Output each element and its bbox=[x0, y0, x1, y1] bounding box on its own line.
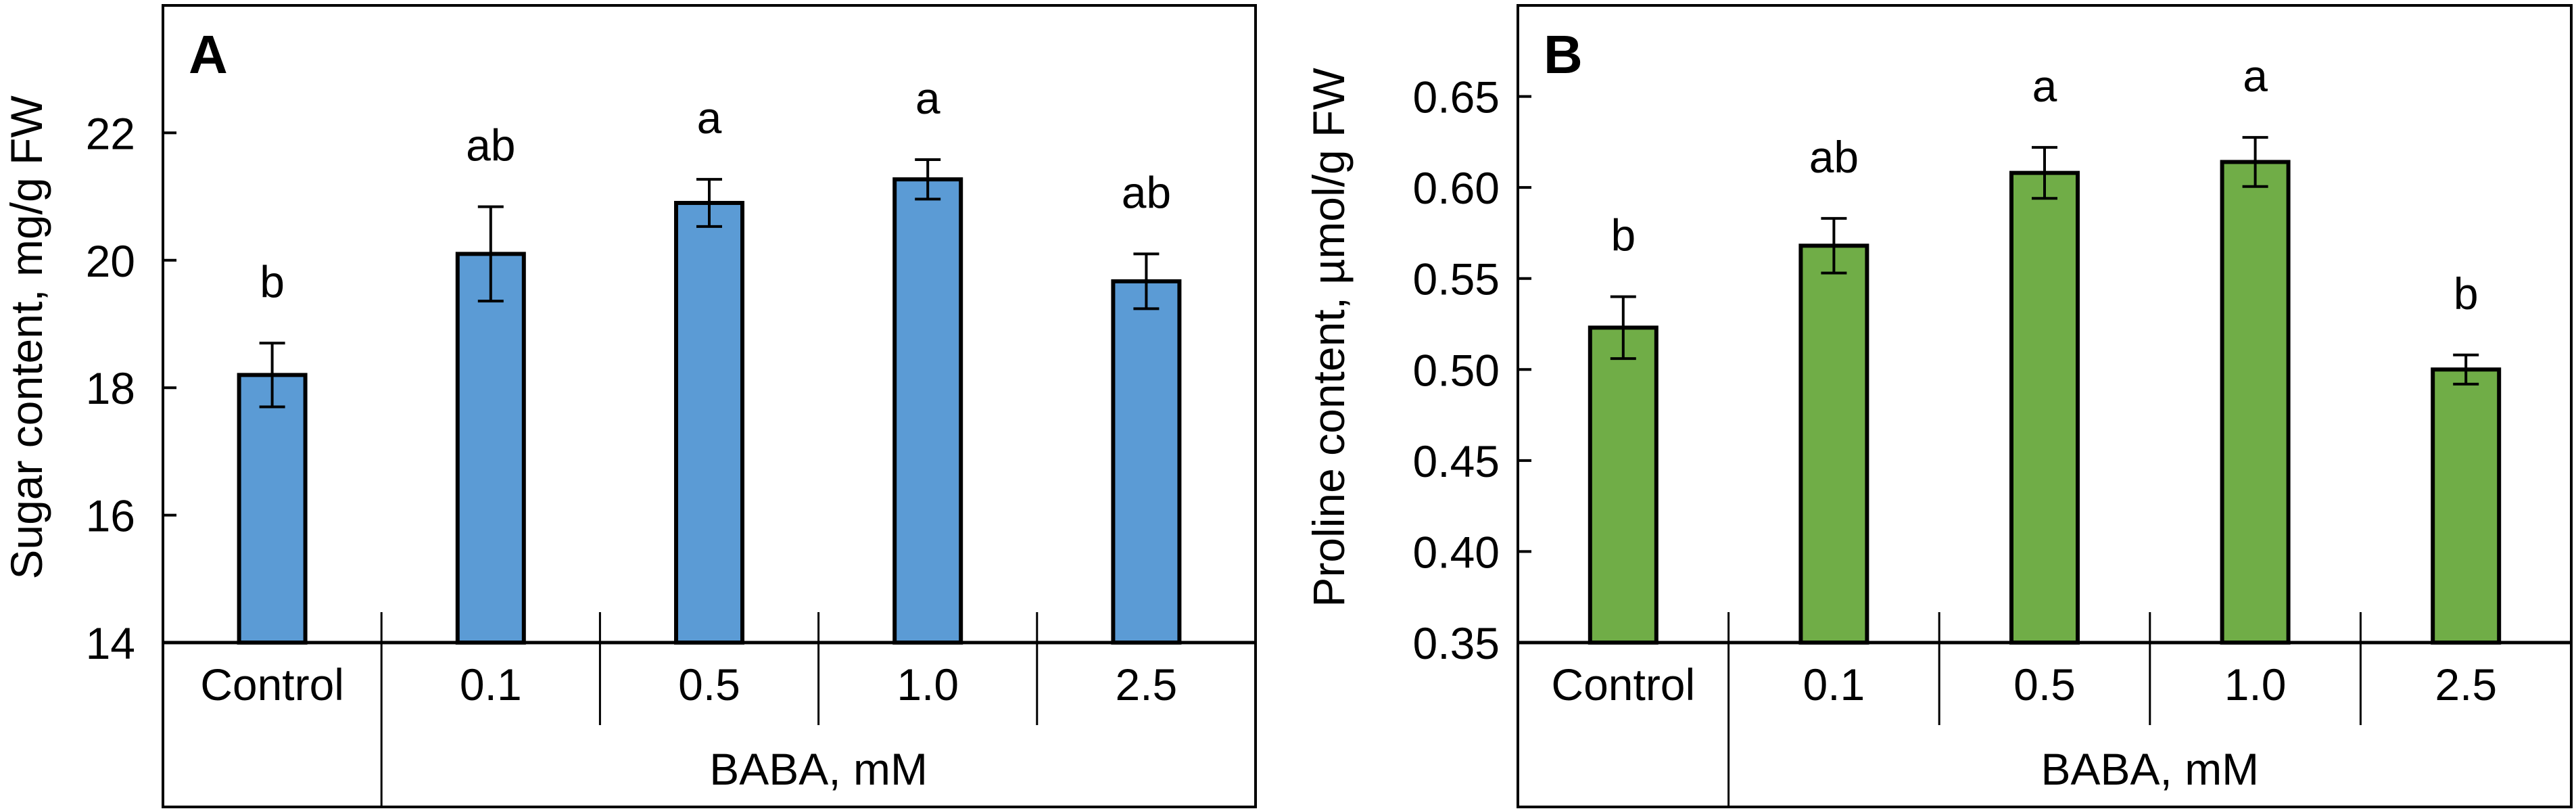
panel-a: 14 16 18 20 22 Sugar content, mg/g FW A Control… bbox=[1, 4, 1257, 808]
significance-label: a bbox=[697, 93, 722, 143]
x-tick-label: 0.1 bbox=[460, 659, 522, 710]
y-tick-label: 0.50 bbox=[1413, 345, 1500, 395]
bar bbox=[1111, 279, 1182, 645]
x-tick-label: 0.5 bbox=[678, 659, 740, 710]
x-tick-label: 1.0 bbox=[2224, 659, 2287, 710]
y-tick-label: 0.60 bbox=[1413, 163, 1500, 213]
significance-label: a bbox=[2032, 61, 2057, 111]
x-tick-label: 1.0 bbox=[897, 659, 959, 710]
plot-frame bbox=[1517, 4, 2573, 808]
x-tick-label: 2.5 bbox=[1116, 659, 1178, 710]
x-tick-label: Control bbox=[200, 659, 344, 710]
y-tick-label: 0.40 bbox=[1413, 527, 1500, 577]
bar bbox=[2220, 160, 2291, 645]
bar bbox=[2009, 170, 2080, 645]
y-tick-label: 0.45 bbox=[1413, 436, 1500, 486]
y-tick-label: 0.55 bbox=[1413, 254, 1500, 304]
significance-label: ab bbox=[1122, 167, 1171, 217]
x-tick-label: 0.1 bbox=[1803, 659, 1865, 710]
significance-label: ab bbox=[466, 120, 515, 170]
significance-label: b bbox=[2454, 269, 2479, 319]
y-tick-label: 22 bbox=[86, 108, 135, 158]
x-tick-label: 2.5 bbox=[2435, 659, 2497, 710]
y-tick-label: 0.65 bbox=[1413, 72, 1500, 122]
y-tick-label: 16 bbox=[86, 491, 135, 541]
bar bbox=[2431, 367, 2502, 645]
bar bbox=[1798, 244, 1869, 645]
bar bbox=[1588, 325, 1659, 645]
y-tick-label: 0.35 bbox=[1413, 618, 1500, 668]
significance-label: b bbox=[260, 256, 285, 306]
x-group-label: BABA, mM bbox=[709, 744, 928, 794]
y-axis-title: Proline content, µmol/g FW bbox=[1304, 68, 1354, 607]
bar bbox=[455, 252, 526, 645]
bar bbox=[674, 201, 744, 645]
significance-label: a bbox=[2243, 51, 2268, 101]
y-axis-title: Sugar content, mg/g FW bbox=[1, 95, 51, 580]
significance-label: b bbox=[1611, 210, 1636, 260]
panel-label: B bbox=[1544, 24, 1583, 85]
x-tick-label: 0.5 bbox=[2013, 659, 2076, 710]
bar bbox=[237, 373, 308, 645]
significance-label: ab bbox=[1809, 132, 1859, 182]
significance-label: a bbox=[915, 73, 940, 123]
x-tick-label: Control bbox=[1551, 659, 1695, 710]
y-tick-label: 18 bbox=[86, 363, 135, 413]
y-tick-label: 20 bbox=[86, 236, 135, 286]
x-group-label: BABA, mM bbox=[2041, 744, 2259, 794]
y-tick-label: 14 bbox=[86, 618, 135, 668]
plot-frame bbox=[162, 4, 1257, 808]
bar bbox=[892, 177, 963, 645]
panel-b: 0.35 0.40 0.45 0.50 0.55 0.60 0.65 Proline cont… bbox=[1304, 4, 2573, 808]
panel-label: A bbox=[189, 24, 228, 85]
